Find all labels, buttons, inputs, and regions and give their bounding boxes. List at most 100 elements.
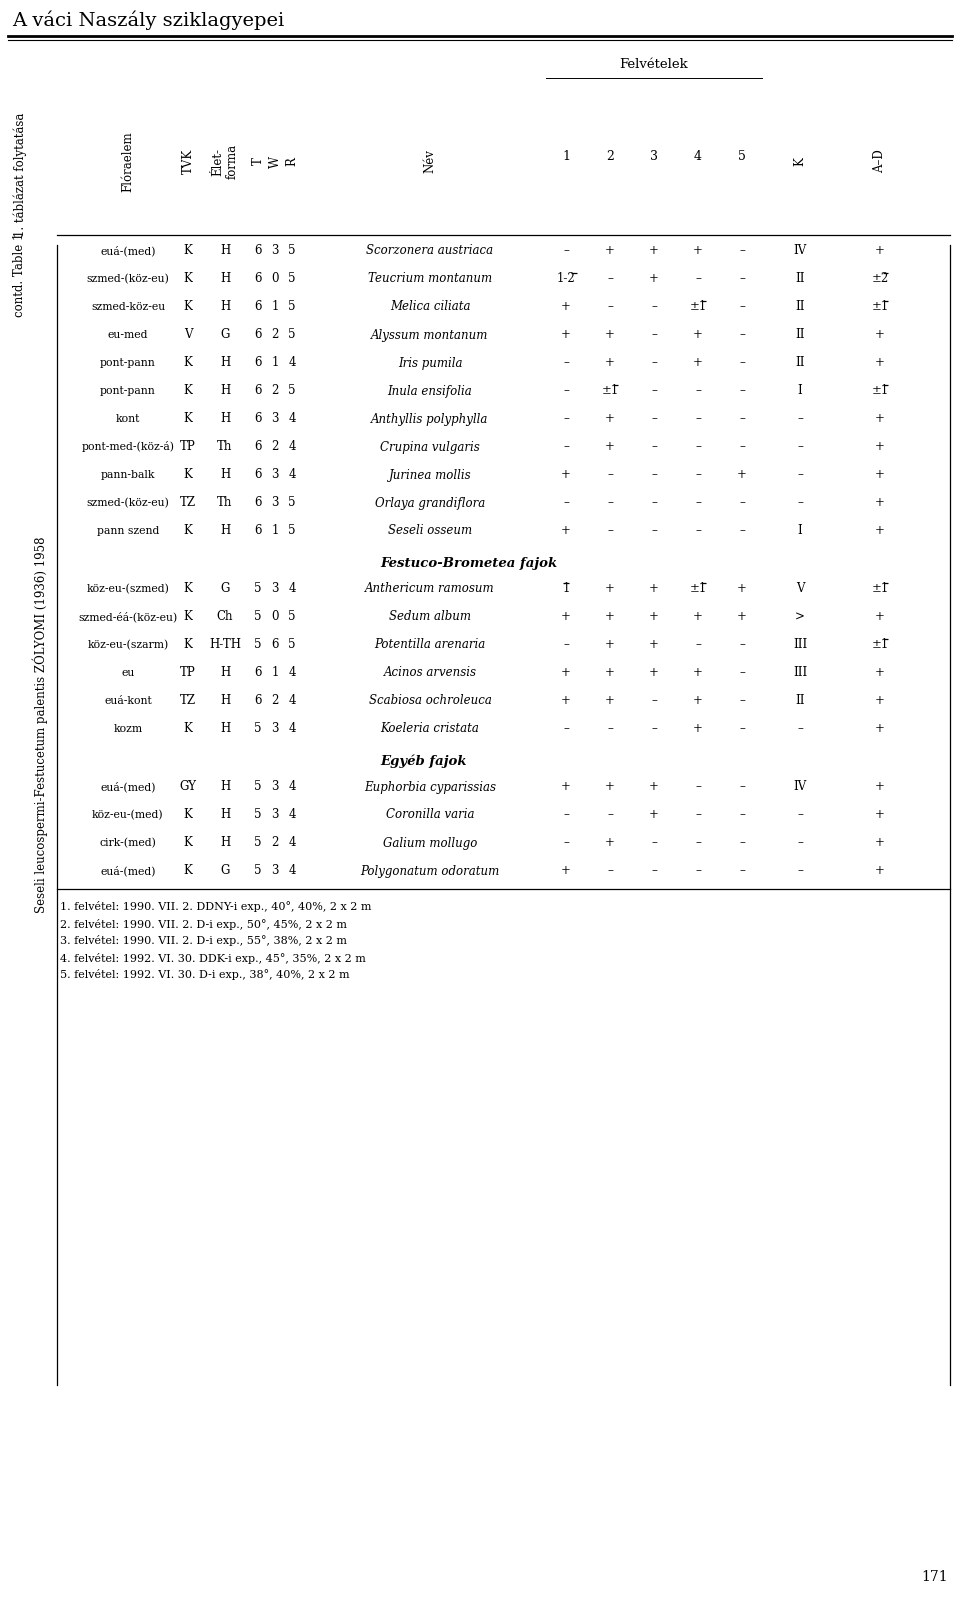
Text: euá-(med): euá-(med) [100,782,156,793]
Text: –: – [739,412,745,425]
Text: 1: 1 [272,525,278,538]
Text: –: – [564,809,569,822]
Text: contd. Table 1: contd. Table 1 [13,233,27,318]
Text: 1: 1 [562,149,570,164]
Text: K: K [183,300,192,313]
Text: +: + [876,244,885,257]
Text: Anthyllis polyphylla: Anthyllis polyphylla [372,412,489,425]
Text: K: K [183,610,192,623]
Text: –: – [797,865,803,878]
Text: K: K [183,244,192,257]
Text: IV: IV [793,780,806,793]
Text: Élet-
forma: Élet- forma [211,144,239,180]
Text: –: – [739,695,745,708]
Text: –: – [739,780,745,793]
Text: –: – [607,525,612,538]
Text: eu: eu [121,668,134,677]
Text: 6: 6 [254,440,262,454]
Text: G: G [220,329,229,342]
Text: H: H [220,300,230,313]
Text: H: H [220,525,230,538]
Text: +: + [737,583,747,595]
Text: szmed-(köz-eu): szmed-(köz-eu) [86,498,169,509]
Text: +: + [605,836,615,849]
Text: –: – [651,440,657,454]
Text: W: W [269,156,281,167]
Text: III: III [793,666,807,679]
Text: cirk-(med): cirk-(med) [100,838,156,847]
Text: +: + [561,469,571,482]
Text: K: K [183,583,192,595]
Text: K: K [183,469,192,482]
Text: +: + [649,273,659,286]
Text: 171: 171 [922,1570,948,1584]
Text: szmed-éá-(köz-eu): szmed-éá-(köz-eu) [79,612,178,623]
Text: –: – [607,722,612,735]
Text: 4: 4 [288,695,296,708]
Text: 3: 3 [272,469,278,482]
Text: 2: 2 [272,385,278,398]
Text: Scabiosa ochroleuca: Scabiosa ochroleuca [369,695,492,708]
Text: –: – [695,809,701,822]
Text: –: – [739,525,745,538]
Text: –: – [739,836,745,849]
Text: +: + [737,610,747,623]
Text: 6: 6 [254,525,262,538]
Text: I: I [798,385,803,398]
Text: K: K [183,356,192,369]
Text: –: – [564,440,569,454]
Text: –: – [651,496,657,509]
Text: –: – [695,440,701,454]
Text: III: III [793,639,807,652]
Text: 4: 4 [288,440,296,454]
Text: K: K [183,385,192,398]
Text: 6: 6 [254,300,262,313]
Text: K: K [183,639,192,652]
Text: 5: 5 [288,639,296,652]
Text: II: II [795,273,804,286]
Text: H: H [220,356,230,369]
Text: II: II [795,300,804,313]
Text: 1: 1 [563,583,569,595]
Text: +: + [649,244,659,257]
Text: Sedum album: Sedum album [389,610,471,623]
Text: 4: 4 [288,666,296,679]
Text: kont: kont [116,414,140,424]
Text: +: + [605,583,615,595]
Text: –: – [797,836,803,849]
Text: +: + [876,525,885,538]
Text: TVK: TVK [181,149,195,173]
Text: –: – [564,836,569,849]
Text: 1. felvétel: 1990. VII. 2. DDNY-i exp., 40°, 40%, 2 x 2 m: 1. felvétel: 1990. VII. 2. DDNY-i exp., … [60,902,372,913]
Text: 3. felvétel: 1990. VII. 2. D-i exp., 55°, 38%, 2 x 2 m: 3. felvétel: 1990. VII. 2. D-i exp., 55°… [60,936,347,947]
Text: Seseli leucospermi-Festucetum palentis ZÓLYOMI (1936) 1958: Seseli leucospermi-Festucetum palentis Z… [33,536,48,913]
Text: 1: 1 [272,356,278,369]
Text: Anthericum ramosum: Anthericum ramosum [365,583,494,595]
Text: –: – [651,329,657,342]
Text: köz-eu-(szmed): köz-eu-(szmed) [86,584,169,594]
Text: 3: 3 [272,809,278,822]
Text: K: K [183,722,192,735]
Text: kozm: kozm [113,724,143,733]
Text: 3: 3 [272,722,278,735]
Text: –: – [695,412,701,425]
Text: +: + [649,610,659,623]
Text: +: + [876,780,885,793]
Text: 4: 4 [288,356,296,369]
Text: Th: Th [217,496,232,509]
Text: 6: 6 [254,695,262,708]
Text: G: G [220,865,229,878]
Text: 5: 5 [254,780,262,793]
Text: +: + [561,780,571,793]
Text: +: + [876,666,885,679]
Text: 5: 5 [288,385,296,398]
Text: Inula ensifolia: Inula ensifolia [388,385,472,398]
Text: K: K [183,273,192,286]
Text: 5: 5 [254,865,262,878]
Text: 6: 6 [254,385,262,398]
Text: pann-balk: pann-balk [101,470,156,480]
Text: H: H [220,666,230,679]
Text: Scorzonera austriaca: Scorzonera austriaca [367,244,493,257]
Text: Flóraelem: Flóraelem [122,132,134,193]
Text: +: + [605,610,615,623]
